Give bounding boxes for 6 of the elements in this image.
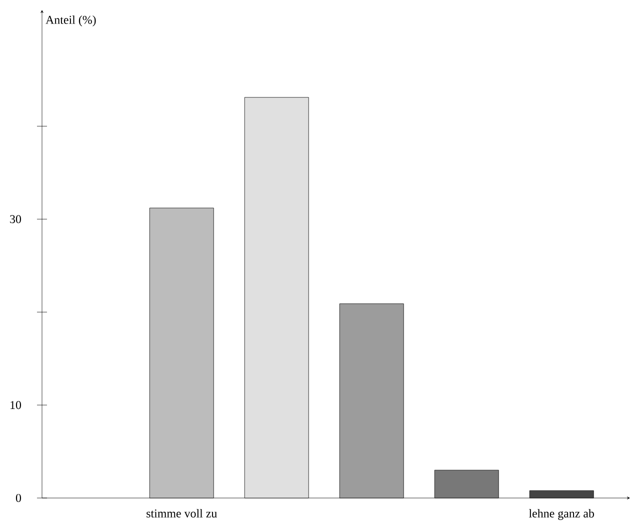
y-tick-label: 0 [16, 494, 22, 502]
x-tick-label: lehne ganz ab [528, 509, 594, 520]
y-axis-title: Anteil (%) [46, 16, 96, 26]
y-tick-label: 10 [10, 401, 22, 410]
y-tick-label: 30 [10, 215, 22, 224]
x-tick-label: stimme voll zu [146, 509, 217, 518]
